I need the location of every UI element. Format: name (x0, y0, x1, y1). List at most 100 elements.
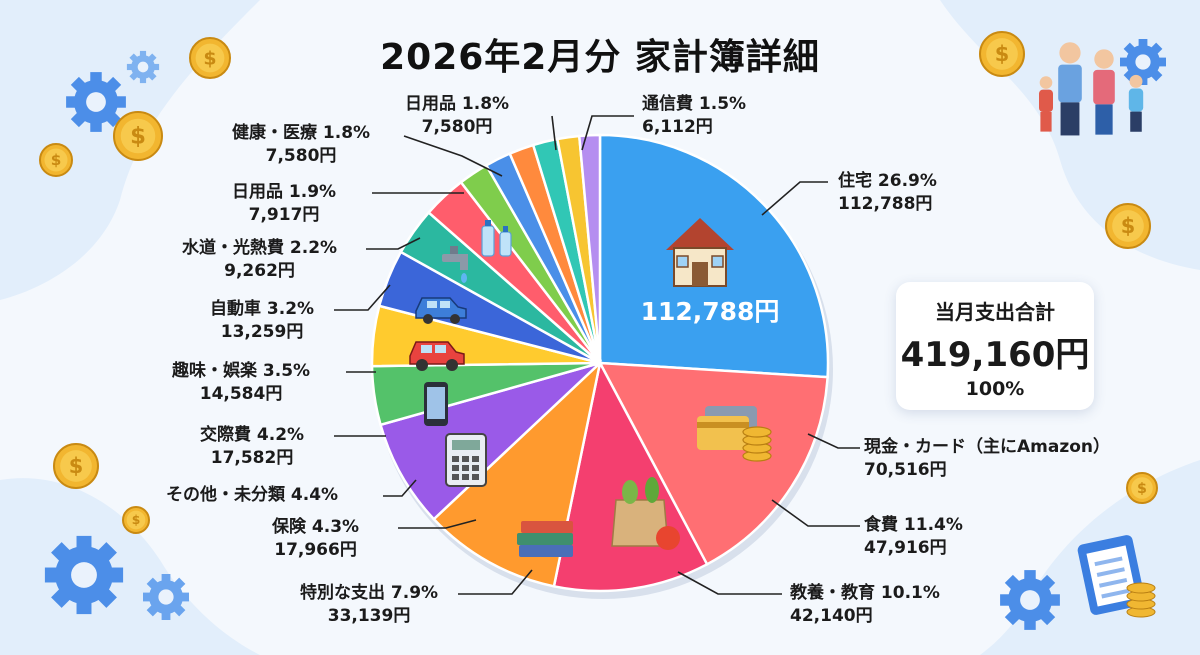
clipboard-icon (1077, 535, 1156, 618)
total-label: 当月支出合計 (935, 300, 1055, 324)
svg-text:$: $ (995, 42, 1010, 66)
slice-label: 水道・光熱費 2.2% 9,262円 (182, 237, 337, 283)
smartphone-icon (424, 382, 448, 426)
coin-icon: $ (979, 31, 1025, 77)
coin-icon: $ (113, 111, 163, 161)
slice-label: その他・未分類 4.4% (166, 484, 338, 507)
pie-slice (577, 133, 602, 364)
slice-label: 健康・医療 1.8% 7,580円 (232, 122, 370, 168)
slice-label-title: 自動車 3.2% (210, 299, 315, 319)
car-icon (409, 341, 465, 371)
gear-icon (44, 535, 124, 615)
leader-lines (334, 115, 860, 595)
slice-label-title: 日用品 1.8% (405, 94, 510, 114)
slice-label-amount: 13,259円 (220, 322, 304, 342)
leader-line (366, 237, 421, 250)
slice-label-title: 趣味・娯楽 3.5% (172, 361, 311, 381)
slice-label: 現金・カード（主にAmazon） 70,516円 (864, 436, 1110, 482)
chart-title: 2026年2月分 家計簿詳細 (380, 37, 820, 78)
leader-line (458, 569, 533, 595)
groceries-bag-icon (611, 477, 680, 550)
coin-icon: $ (122, 506, 150, 534)
slice-label-amount: 17,966円 (274, 540, 357, 560)
svg-text:$: $ (1137, 481, 1147, 497)
leader-line (383, 479, 417, 497)
slice-label: 保険 4.3% 17,966円 (272, 516, 359, 562)
house-icon (666, 218, 734, 287)
slice-label-title: 日用品 1.9% (232, 182, 337, 202)
pie-slice (597, 361, 829, 567)
slice-label-title: 住宅 26.9% (838, 171, 937, 191)
slice-label-amount: 47,916円 (864, 538, 947, 558)
books-stack-icon (517, 521, 573, 557)
family-icon (1039, 42, 1144, 136)
svg-text:$: $ (69, 454, 84, 478)
leader-line (581, 115, 634, 151)
slice-label: 特別な支出 7.9% 33,139円 (300, 582, 438, 628)
slice-label-amount: 7,580円 (421, 117, 493, 137)
slice-label: 趣味・娯楽 3.5% 14,584円 (172, 360, 310, 406)
coin-icon: $ (1126, 472, 1158, 504)
slice-label-title: 健康・医療 1.8% (232, 123, 371, 143)
svg-text:$: $ (130, 124, 146, 150)
coin-icon: $ (39, 143, 73, 177)
slice-label: 教養・教育 10.1% 42,140円 (790, 582, 940, 628)
leader-line (677, 571, 782, 595)
leader-line (398, 519, 477, 529)
car-icon-blue (415, 297, 467, 324)
total-value: 419,160円 (900, 335, 1090, 375)
background-blob (0, 478, 260, 655)
slice-label-title: 食費 11.4% (864, 515, 963, 535)
slice-label: 交際費 4.2% 17,582円 (200, 424, 304, 470)
slice-label-amount: 70,516円 (864, 460, 947, 480)
slice-label-title: 特別な支出 7.9% (300, 583, 439, 603)
slice-label-amount: 6,112円 (642, 117, 713, 137)
total-summary-card: 当月支出合計 419,160円 100% (896, 282, 1094, 410)
pie-center-value: 112,788円 (640, 297, 780, 326)
slice-label-amount: 33,139円 (327, 606, 411, 626)
slice-label-title: 交際費 4.2% (200, 425, 305, 445)
slice-label-amount: 9,262円 (224, 261, 295, 281)
slice-label: 住宅 26.9% 112,788円 (838, 170, 937, 216)
leader-line (403, 135, 503, 177)
water-bottles-icon (481, 220, 512, 257)
slice-label: 自動車 3.2% 13,259円 (210, 298, 314, 344)
gear-icon (143, 574, 189, 620)
slice-label-title: 教養・教育 10.1% (790, 583, 940, 603)
slice-label-amount: 17,582円 (210, 448, 294, 468)
svg-text:$: $ (1121, 214, 1136, 238)
slice-label-amount: 7,580円 (265, 146, 337, 166)
gear-icon (66, 72, 126, 132)
slice-label: 通信費 1.5% 6,112円 (642, 93, 746, 139)
leader-line (551, 115, 557, 151)
slice-label-title: 水道・光熱費 2.2% (182, 238, 338, 258)
gear-icon (126, 50, 160, 84)
calculator-icon (445, 433, 487, 487)
svg-text:$: $ (132, 513, 141, 527)
coin-icon: $ (53, 443, 99, 489)
coin-icon: $ (189, 37, 231, 79)
slice-label-title: 通信費 1.5% (642, 94, 747, 114)
slice-label: 食費 11.4% 47,916円 (864, 514, 963, 560)
slice-label: 日用品 1.9% 7,917円 (232, 181, 336, 227)
slice-label-amount: 112,788円 (838, 194, 933, 214)
svg-text:$: $ (51, 151, 62, 169)
credit-cards-coins-icon (697, 406, 772, 462)
coin-icon: $ (1105, 203, 1151, 249)
slice-label-amount: 7,917円 (248, 205, 320, 225)
slice-label-amount: 42,140円 (790, 606, 873, 626)
leader-line (761, 181, 828, 216)
gear-icon (1000, 570, 1060, 630)
leader-line (771, 499, 860, 527)
slice-label-title: 保険 4.3% (272, 517, 360, 537)
slice-label-title: 現金・カード（主にAmazon） (864, 437, 1111, 457)
slice-label: 日用品 1.8% 7,580円 (405, 93, 509, 139)
slice-label-amount: 14,584円 (199, 384, 283, 404)
gear-icon (1120, 39, 1166, 85)
total-percent: 100% (965, 378, 1025, 400)
slice-label-title: その他・未分類 4.4% (166, 485, 339, 505)
svg-text:$: $ (203, 47, 216, 69)
pie-slice (379, 361, 601, 521)
